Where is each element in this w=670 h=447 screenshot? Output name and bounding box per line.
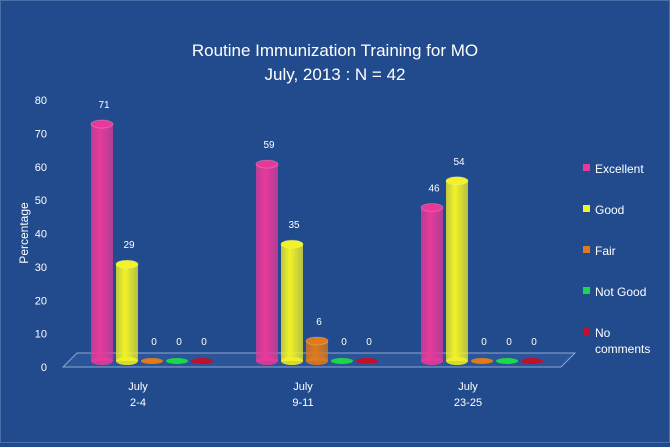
legend-label: No: [595, 326, 611, 340]
data-label: 0: [151, 337, 157, 348]
legend-item: No comments: [583, 326, 650, 356]
bars-group: 71 29 0 0 0 59 35 6 0 0 46 54 0 0 0: [90, 100, 543, 365]
bar-good: 54: [445, 157, 469, 365]
y-tick-label: 20: [35, 295, 47, 307]
y-tick-label: 10: [35, 329, 47, 341]
y-tick-label: 50: [35, 195, 47, 207]
data-label: 0: [341, 337, 347, 348]
data-label: 0: [201, 337, 207, 348]
chart-title-line2: July, 2013 : N = 42: [265, 65, 406, 84]
bar-good: 29: [115, 240, 139, 365]
y-tick-label: 40: [35, 229, 47, 241]
x-category-sublabel: 2-4: [130, 397, 146, 409]
data-label: 0: [531, 337, 537, 348]
bar-fair: 6: [305, 317, 329, 365]
bar-not-good: 0: [331, 337, 353, 364]
legend-item: Good: [583, 203, 624, 217]
legend-item: Fair: [583, 244, 616, 258]
bar-not-good: 0: [166, 337, 188, 364]
bar-excellent: 59: [255, 140, 279, 365]
data-label: 6: [316, 317, 322, 328]
legend-label: Not Good: [595, 285, 646, 299]
bar-no-comments: 0: [356, 337, 378, 364]
y-tick-label: 30: [35, 262, 47, 274]
y-tick-label: 0: [41, 362, 47, 374]
y-tick-label: 60: [35, 162, 47, 174]
legend: Excellent Good Fair Not Good No comments: [583, 162, 650, 356]
x-category-sublabel: 23-25: [454, 397, 482, 409]
y-tick-label: 80: [35, 95, 47, 107]
bar-excellent: 46: [420, 183, 444, 365]
x-category-sublabel: 9-11: [292, 397, 313, 409]
x-category-label: July: [293, 381, 313, 393]
chart-title-line1: Routine Immunization Training for MO: [192, 41, 478, 60]
legend-item: Excellent: [583, 162, 644, 176]
data-label: 29: [123, 240, 135, 251]
bar-excellent: 71: [90, 100, 114, 365]
data-label: 54: [453, 157, 465, 168]
data-label: 35: [288, 220, 300, 231]
data-label: 59: [263, 140, 275, 151]
y-tick-label: 70: [35, 128, 47, 140]
bar-good: 35: [280, 220, 304, 365]
data-label: 0: [366, 337, 372, 348]
bar-fair: 0: [471, 337, 493, 364]
data-label: 0: [176, 337, 182, 348]
x-category-label: July: [128, 381, 148, 393]
data-label: 71: [98, 100, 110, 111]
bar-not-good: 0: [496, 337, 518, 364]
legend-item: Not Good: [583, 285, 646, 299]
legend-label: Excellent: [595, 162, 644, 176]
data-label: 0: [506, 337, 512, 348]
data-label: 46: [428, 183, 440, 194]
legend-label: comments: [595, 342, 650, 356]
bar-no-comments: 0: [191, 337, 213, 364]
bar-no-comments: 0: [521, 337, 543, 364]
y-axis-label: Percentage: [17, 202, 31, 264]
legend-label: Fair: [595, 244, 616, 258]
x-category-label: July: [458, 381, 478, 393]
bar-fair: 0: [141, 337, 163, 364]
axes-group: 01020304050607080July2-4July9-11July23-2…: [35, 95, 577, 409]
data-label: 0: [481, 337, 487, 348]
legend-label: Good: [595, 203, 624, 217]
